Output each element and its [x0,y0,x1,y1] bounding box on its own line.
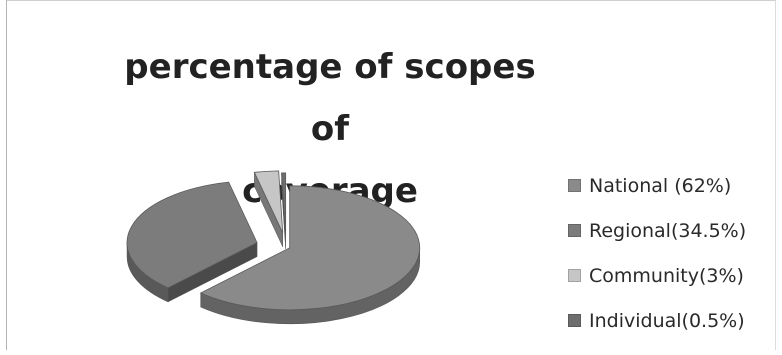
chart-frame [6,0,776,350]
pie-slice-individual [281,172,287,235]
legend-label-national: National (62%) [589,174,732,197]
pie-slice-regional [126,181,258,289]
legend-item-community: Community(3%) [568,253,774,298]
legend-item-individual: Individual(0.5%) [568,298,774,343]
legend-swatch-national [568,179,581,192]
pie-slice-national [199,185,421,311]
legend-label-community: Community(3%) [589,264,744,287]
pie-slice-community [253,170,284,233]
legend-item-national: National (62%) [568,163,774,208]
legend-swatch-individual [568,314,581,327]
legend-swatch-regional [568,224,581,237]
chart-legend: National (62%) Regional(34.5%) Community… [568,163,774,343]
legend-label-regional: Regional(34.5%) [589,219,747,242]
legend-label-individual: Individual(0.5%) [589,309,745,332]
legend-item-regional: Regional(34.5%) [568,208,774,253]
chart-title-line-1: percentage of scopes of [124,47,536,149]
legend-swatch-community [568,269,581,282]
